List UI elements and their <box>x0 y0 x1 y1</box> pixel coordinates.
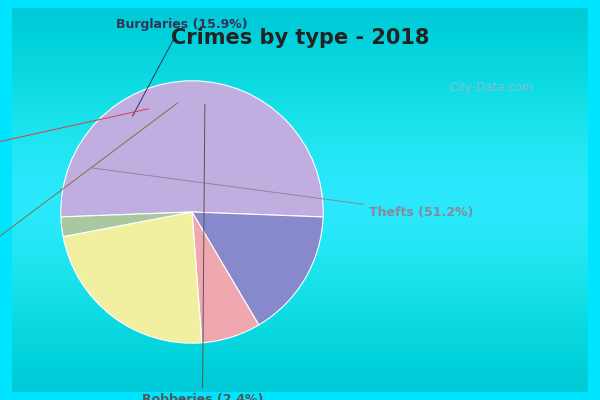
Text: Auto thefts (7.3%): Auto thefts (7.3%) <box>0 109 149 163</box>
Wedge shape <box>63 212 202 343</box>
Wedge shape <box>61 212 192 236</box>
Wedge shape <box>61 81 323 217</box>
Text: Robberies (2.4%): Robberies (2.4%) <box>142 104 263 400</box>
Text: Assaults (23.2%): Assaults (23.2%) <box>0 103 178 291</box>
Text: City-Data.com: City-Data.com <box>450 82 534 94</box>
Text: Crimes by type - 2018: Crimes by type - 2018 <box>171 28 429 48</box>
Text: Thefts (51.2%): Thefts (51.2%) <box>92 168 473 218</box>
Text: Burglaries (15.9%): Burglaries (15.9%) <box>116 18 247 116</box>
Wedge shape <box>192 212 259 343</box>
Wedge shape <box>192 212 323 325</box>
